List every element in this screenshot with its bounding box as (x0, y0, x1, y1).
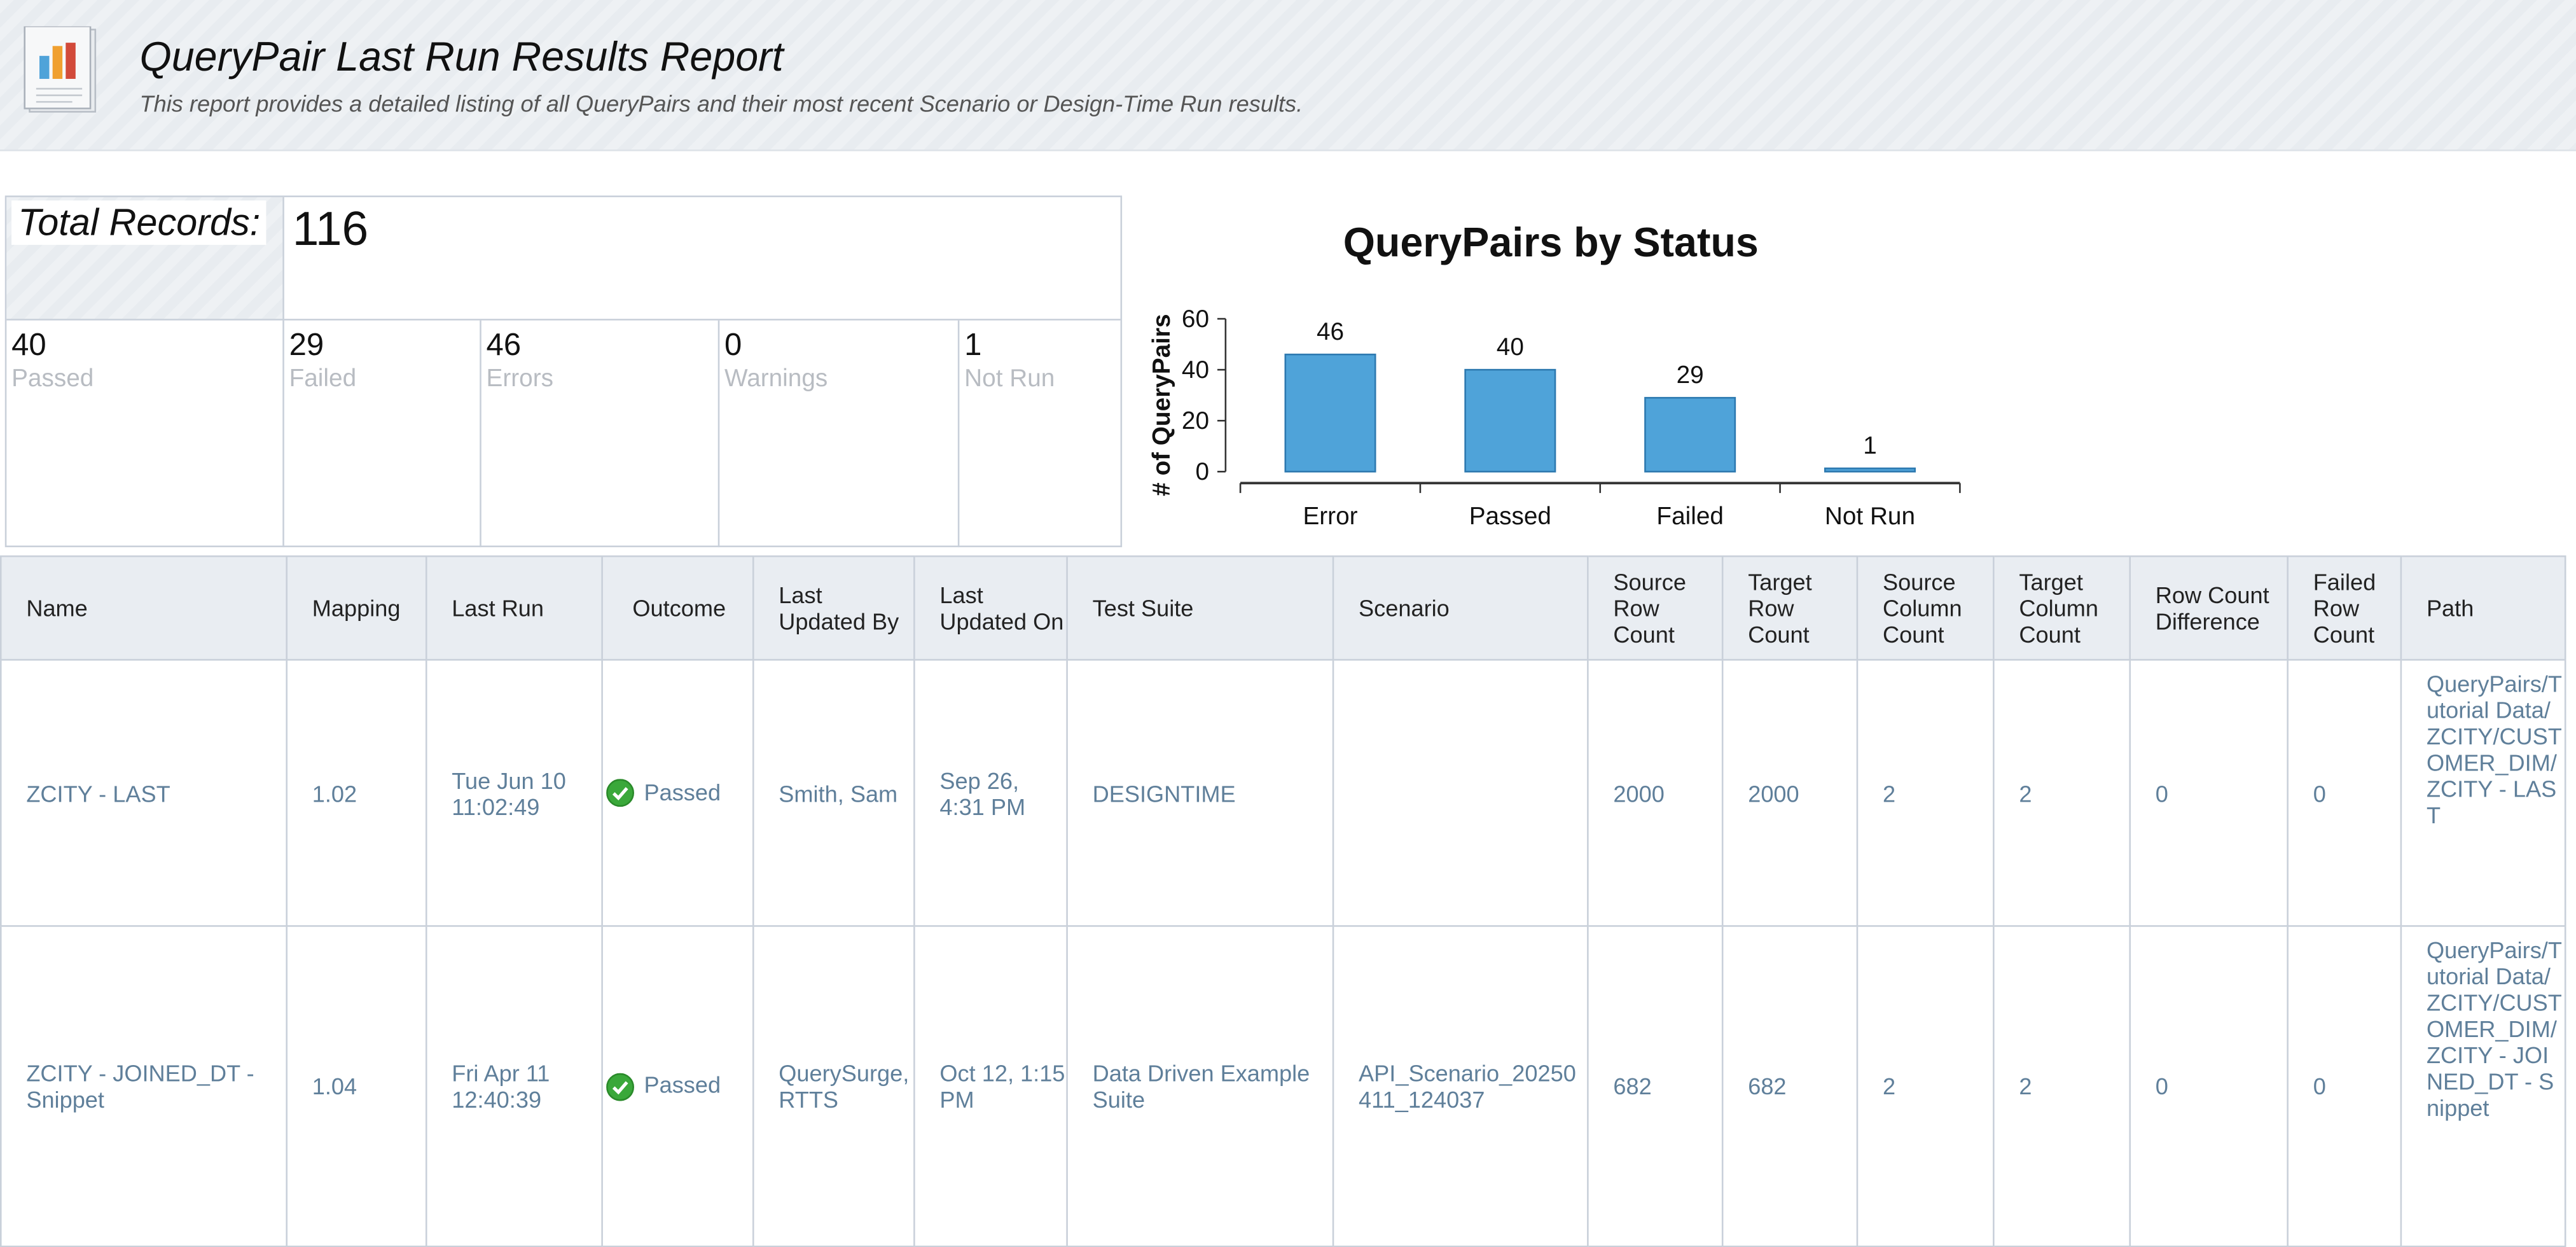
column-header-target-row-count[interactable]: Target Row Count (1721, 555, 1859, 661)
cell-path: QueryPairs/Tutorial Data/ZCITY/CUSTOMER_… (2400, 925, 2566, 1247)
outcome-label: Passed (644, 778, 721, 805)
cell-last-run: Tue Jun 10 11:02:49 (425, 658, 603, 927)
total-records-value: 116 (292, 204, 369, 256)
bar-value-label: 46 (1317, 318, 1344, 345)
column-header-mapping[interactable]: Mapping (286, 555, 427, 661)
cell-source-row-count: 2000 (1587, 658, 1724, 927)
stat-value: 46 (486, 328, 522, 363)
report-header: QueryPair Last Run Results Report This r… (0, 0, 2576, 151)
column-header-last-updated-by[interactable]: Last Updated By (752, 555, 915, 661)
bar-not-run (1824, 467, 1916, 473)
stat-value: 1 (964, 328, 982, 363)
report-title: QueryPair Last Run Results Report (139, 34, 784, 81)
stat-label: Passed (11, 365, 94, 393)
column-header-target-column-count[interactable]: Target Column Count (1993, 555, 2131, 661)
cell-row-count-difference: 0 (2129, 658, 2289, 927)
table-header-row: Name Mapping Last Run Outcome Last Updat… (0, 555, 2566, 661)
cell-source-column-count: 2 (1856, 925, 1995, 1247)
stat-value: 29 (289, 328, 324, 363)
column-header-path[interactable]: Path (2400, 555, 2566, 661)
cell-mapping: 1.02 (286, 658, 427, 927)
bar-passed (1464, 368, 1556, 473)
results-table: Name Mapping Last Run Outcome Last Updat… (0, 555, 2566, 1247)
status-chart: QueryPairs by Status # of QueryPairs 0 20 40… (1133, 195, 2563, 547)
x-tick-label: Failed (1656, 503, 1723, 530)
bar-failed (1644, 396, 1736, 473)
stat-errors: 46 Errors (481, 320, 720, 548)
cell-target-column-count: 2 (1993, 658, 2131, 927)
x-tick-label: Passed (1469, 503, 1551, 530)
cell-name[interactable]: ZCITY - JOINED_DT - Snippet (0, 925, 288, 1247)
cell-outcome: Passed (601, 925, 754, 1247)
cell-last-run: Fri Apr 11 12:40:39 (425, 925, 603, 1247)
cell-scenario: API_Scenario_20250411_124037 (1332, 925, 1589, 1247)
cell-name[interactable]: ZCITY - LAST (0, 658, 288, 927)
stat-label: Not Run (964, 365, 1055, 393)
cell-target-column-count: 2 (1993, 925, 2131, 1247)
table-row[interactable]: ZCITY - JOINED_DT - Snippet 1.04 Fri Apr… (0, 925, 2566, 1247)
x-tick-label: Not Run (1825, 503, 1915, 530)
cell-mapping: 1.04 (286, 925, 427, 1247)
stat-value: 40 (11, 328, 46, 363)
total-records-label-cell: Total Records: (6, 197, 284, 321)
y-tick-label: 20 (1182, 407, 1209, 435)
cell-path: QueryPairs/Tutorial Data/ZCITY/CUSTOMER_… (2400, 658, 2566, 927)
column-header-last-run[interactable]: Last Run (425, 555, 603, 661)
cell-target-row-count: 2000 (1721, 658, 1859, 927)
cell-scenario (1332, 658, 1589, 927)
column-header-scenario[interactable]: Scenario (1332, 555, 1589, 661)
bar-error (1284, 353, 1376, 473)
report-chart-icon (24, 26, 97, 113)
stat-failed: 29 Failed (284, 320, 481, 548)
bar-value-label: 29 (1677, 361, 1704, 389)
bar-value-label: 40 (1497, 333, 1524, 361)
column-header-test-suite[interactable]: Test Suite (1066, 555, 1334, 661)
cell-failed-row-count: 0 (2287, 925, 2402, 1247)
stat-passed: 40 Passed (6, 320, 284, 548)
cell-test-suite: DESIGNTIME (1066, 658, 1334, 927)
chart-title: QueryPairs by Status (1343, 219, 1759, 265)
table-row[interactable]: ZCITY - LAST 1.02 Tue Jun 10 11:02:49 Pa… (0, 658, 2566, 927)
column-header-row-count-difference[interactable]: Row Count Difference (2129, 555, 2289, 661)
column-header-last-updated-on[interactable]: Last Updated On (913, 555, 1068, 661)
cell-last-updated-on: Oct 12, 1:15 PM (913, 925, 1068, 1247)
x-tick-label: Error (1303, 503, 1357, 530)
total-records-label: Total Records: (11, 200, 267, 245)
stat-value: 0 (724, 328, 742, 363)
report-subtitle: This report provides a detailed listing … (139, 90, 1303, 117)
check-circle-icon (606, 779, 634, 808)
cell-row-count-difference: 0 (2129, 925, 2289, 1247)
stat-label: Failed (289, 365, 357, 393)
y-tick-label: 0 (1195, 458, 1209, 485)
cell-target-row-count: 682 (1721, 925, 1859, 1247)
status-chart-svg: QueryPairs by Status # of QueryPairs 0 20 40… (1148, 219, 1961, 530)
cell-last-updated-by: Smith, Sam (752, 658, 915, 927)
cell-last-updated-on: Sep 26, 4:31 PM (913, 658, 1068, 927)
column-header-failed-row-count[interactable]: Failed Row Count (2287, 555, 2402, 661)
cell-source-row-count: 682 (1587, 925, 1724, 1247)
stat-label: Warnings (724, 365, 828, 393)
total-records-value-cell: 116 (284, 197, 1121, 321)
cell-test-suite: Data Driven Example Suite (1066, 925, 1334, 1247)
y-axis-label: # of QueryPairs (1148, 314, 1175, 496)
stat-warnings: 0 Warnings (719, 320, 960, 548)
column-header-name[interactable]: Name (0, 555, 288, 661)
y-tick-label: 60 (1182, 305, 1209, 333)
summary-panel: Total Records: 116 40 Passed 29 Failed 4… (4, 195, 1123, 548)
y-tick-label: 40 (1182, 356, 1209, 384)
stat-label: Errors (486, 365, 554, 393)
stat-not-run: 1 Not Run (959, 321, 1120, 547)
check-circle-icon (606, 1073, 634, 1101)
cell-failed-row-count: 0 (2287, 658, 2402, 927)
cell-outcome: Passed (601, 658, 754, 927)
column-header-outcome[interactable]: Outcome (601, 555, 754, 661)
cell-last-updated-by: QuerySurge, RTTS (752, 925, 915, 1247)
bar-value-label: 1 (1863, 432, 1877, 459)
outcome-label: Passed (644, 1071, 721, 1098)
column-header-source-column-count[interactable]: Source Column Count (1856, 555, 1995, 661)
column-header-source-row-count[interactable]: Source Row Count (1587, 555, 1724, 661)
cell-source-column-count: 2 (1856, 658, 1995, 927)
